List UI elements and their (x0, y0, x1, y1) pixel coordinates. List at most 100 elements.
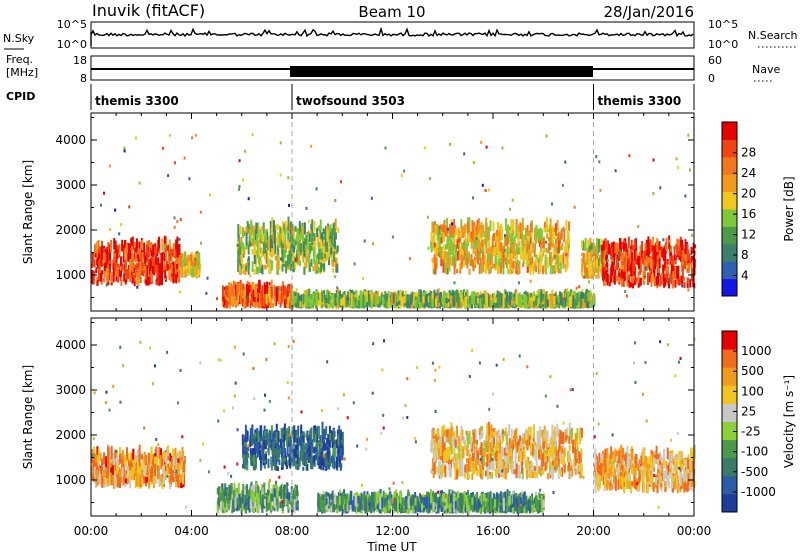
data-cell (299, 260, 302, 267)
data-cell (455, 228, 457, 236)
data-cell (161, 273, 163, 286)
data-cell (240, 241, 243, 253)
data-cell (663, 262, 666, 269)
data-cell (524, 237, 527, 244)
data-cell (686, 243, 689, 254)
data-cell (307, 296, 310, 303)
data-cell (628, 282, 631, 288)
data-cell (562, 252, 565, 266)
data-cell (482, 251, 485, 265)
data-cell (374, 293, 377, 307)
data-cell (251, 282, 254, 294)
data-cell (656, 238, 659, 252)
data-cell (333, 237, 336, 248)
data-cell (245, 296, 248, 306)
data-cell (525, 296, 528, 303)
data-cell (643, 262, 646, 276)
data-cell (256, 240, 259, 254)
data-cell (631, 276, 634, 283)
data-cell (443, 300, 446, 307)
data-cell (188, 261, 191, 271)
data-cell (99, 452, 102, 461)
scatter-cell (100, 203, 102, 207)
data-cell (144, 455, 147, 466)
data-cell (107, 477, 110, 487)
data-cell (475, 296, 478, 305)
data-cell (460, 297, 463, 309)
data-cell (691, 255, 693, 265)
data-cell (91, 453, 94, 464)
data-cell (483, 238, 486, 244)
data-cell (259, 289, 262, 302)
data-cell (321, 232, 324, 242)
scatter-cell (128, 205, 131, 209)
data-cell (181, 446, 184, 458)
data-cell (572, 295, 575, 307)
data-cell (672, 271, 675, 285)
data-cell (237, 250, 240, 256)
data-cell (588, 252, 591, 258)
data-cell (430, 237, 433, 243)
data-cell (144, 476, 147, 483)
data-cell (132, 448, 135, 460)
data-cell (296, 297, 299, 308)
data-cell (147, 452, 150, 464)
data-cell (176, 475, 179, 483)
data-cell (362, 294, 365, 308)
scatter-cell (179, 290, 182, 294)
data-cell (684, 252, 687, 262)
data-cell (626, 249, 629, 263)
data-cell (245, 507, 248, 514)
scatter-cell (340, 180, 342, 184)
data-cell (588, 267, 591, 278)
scatter-cell (305, 206, 308, 210)
data-cell (557, 255, 559, 269)
data-cell (468, 303, 471, 308)
data-cell (636, 256, 639, 266)
data-cell (541, 294, 544, 303)
scatter-cell (194, 133, 197, 137)
data-cell (122, 460, 125, 469)
data-cell (241, 299, 244, 304)
data-cell (96, 251, 99, 258)
data-cell (644, 243, 647, 250)
data-cell (135, 472, 138, 487)
data-cell (464, 255, 467, 266)
data-cell (179, 455, 182, 465)
data-cell (593, 256, 596, 270)
data-cell (627, 236, 630, 249)
data-cell (296, 249, 298, 263)
data-cell (482, 263, 485, 273)
scatter-cell (167, 174, 170, 178)
data-cell (658, 257, 661, 269)
data-cell (129, 260, 131, 273)
data-cell (504, 298, 507, 308)
data-cell (135, 467, 137, 476)
data-cell (686, 277, 689, 283)
data-cell (611, 261, 614, 272)
data-cell (608, 281, 611, 287)
data-cell (388, 302, 391, 309)
data-cell (170, 464, 173, 475)
data-cell (683, 281, 686, 289)
data-cell (479, 230, 482, 239)
data-cell (604, 248, 607, 256)
data-cell (485, 267, 488, 273)
data-cell (311, 231, 314, 237)
data-cell (221, 298, 224, 305)
data-cell (254, 230, 257, 240)
data-cell (566, 292, 568, 303)
data-cell (553, 244, 556, 255)
data-cell (613, 274, 616, 285)
data-cell (687, 249, 690, 261)
data-cell (336, 263, 339, 273)
data-cell (316, 227, 319, 238)
y-tick-label: 2000 (55, 223, 86, 237)
data-cell (185, 270, 188, 276)
data-cell (509, 239, 512, 253)
data-cell (162, 452, 165, 459)
data-cell (334, 218, 337, 231)
date-title: 28/Jan/2016 (604, 3, 695, 21)
data-cell (501, 228, 503, 241)
data-cell (606, 273, 609, 283)
